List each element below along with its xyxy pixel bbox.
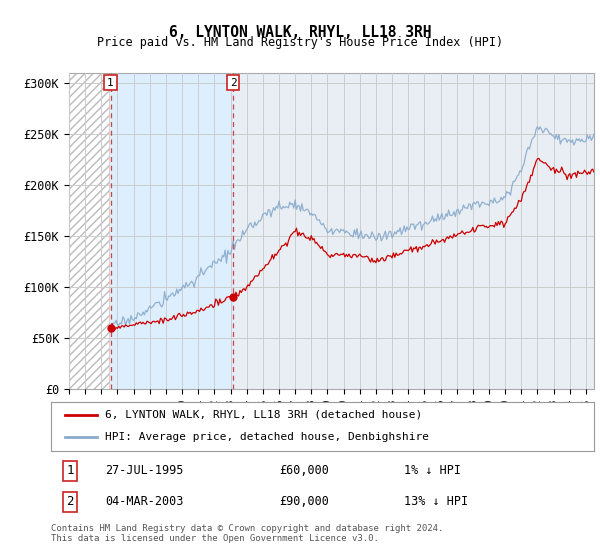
Text: 6, LYNTON WALK, RHYL, LL18 3RH (detached house): 6, LYNTON WALK, RHYL, LL18 3RH (detached…: [106, 410, 422, 420]
Text: 6, LYNTON WALK, RHYL, LL18 3RH: 6, LYNTON WALK, RHYL, LL18 3RH: [169, 25, 431, 40]
Text: 27-JUL-1995: 27-JUL-1995: [106, 464, 184, 478]
Text: 04-MAR-2003: 04-MAR-2003: [106, 496, 184, 508]
Text: 13% ↓ HPI: 13% ↓ HPI: [404, 496, 468, 508]
Text: £90,000: £90,000: [279, 496, 329, 508]
Text: HPI: Average price, detached house, Denbighshire: HPI: Average price, detached house, Denb…: [106, 432, 430, 442]
Text: Contains HM Land Registry data © Crown copyright and database right 2024.
This d: Contains HM Land Registry data © Crown c…: [51, 524, 443, 543]
Text: 1: 1: [66, 464, 74, 478]
Text: Price paid vs. HM Land Registry's House Price Index (HPI): Price paid vs. HM Land Registry's House …: [97, 36, 503, 49]
Text: 1: 1: [107, 77, 114, 87]
Text: 2: 2: [230, 77, 236, 87]
Bar: [110, 73, 233, 389]
Text: 1% ↓ HPI: 1% ↓ HPI: [404, 464, 461, 478]
Text: £60,000: £60,000: [279, 464, 329, 478]
Text: 2: 2: [66, 496, 74, 508]
